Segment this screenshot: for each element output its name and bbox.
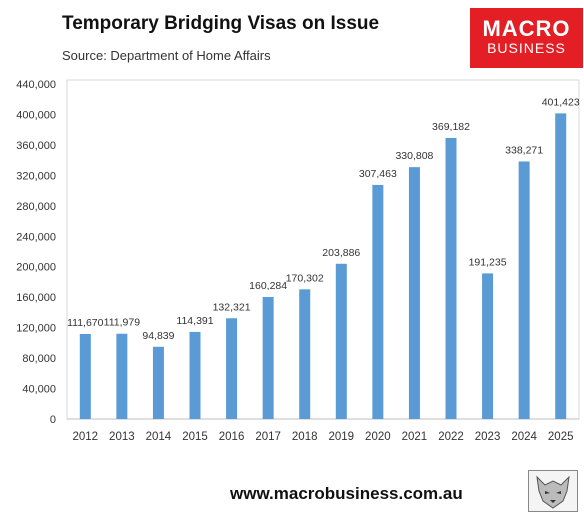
- wolf-head-icon: [528, 470, 578, 512]
- bar-2020: [372, 184, 384, 419]
- logo-line-business: BUSINESS: [487, 40, 566, 56]
- x-tick-label-2025: 2025: [548, 431, 574, 443]
- x-tick-label-2024: 2024: [511, 431, 537, 443]
- website-url[interactable]: www.macrobusiness.com.au: [230, 484, 463, 503]
- bar-2021: [408, 167, 420, 419]
- x-tick-label-2014: 2014: [146, 431, 172, 443]
- bar-2019: [335, 263, 347, 419]
- y-tick-label: 80,000: [22, 353, 56, 365]
- x-tick-label-2013: 2013: [109, 431, 135, 443]
- bar-2022: [445, 137, 457, 419]
- y-tick-label: 40,000: [22, 384, 56, 396]
- bar-chart: 0 40,000 80,000 120,000 160,000 200,000 240,00…: [16, 79, 580, 443]
- data-label-2013: 111,979: [104, 317, 141, 329]
- data-label-2025: 401,423: [542, 96, 580, 108]
- chart-title: Temporary Bridging Visas on Issue: [62, 13, 380, 34]
- chart-source: Source: Department of Home Affairs: [62, 48, 271, 63]
- bar-2013: [116, 333, 128, 419]
- x-tick-label-2012: 2012: [72, 431, 98, 443]
- x-tick-label-2019: 2019: [328, 431, 354, 443]
- data-label-2014: 94,839: [142, 330, 174, 342]
- data-label-2023: 191,235: [469, 256, 507, 268]
- x-tick-label-2023: 2023: [475, 431, 501, 443]
- x-tick-label-2017: 2017: [255, 431, 281, 443]
- x-tick-label-2015: 2015: [182, 431, 208, 443]
- bar-2023: [482, 273, 494, 419]
- y-tick-label: 400,000: [16, 109, 56, 121]
- bar-2018: [299, 289, 311, 419]
- y-tick-label: 120,000: [16, 323, 56, 335]
- y-tick-label: 160,000: [16, 292, 56, 304]
- bar-2016: [226, 318, 238, 419]
- bar-2015: [189, 331, 201, 419]
- y-tick-label: 360,000: [16, 140, 56, 152]
- data-label-2021: 330,808: [395, 150, 433, 162]
- bar-2025: [555, 113, 567, 419]
- y-tick-label: 320,000: [16, 170, 56, 182]
- data-label-2015: 114,391: [176, 315, 213, 327]
- x-tick-label-2021: 2021: [402, 431, 428, 443]
- y-tick-label: 440,000: [16, 79, 56, 91]
- x-tick-label-2016: 2016: [219, 431, 245, 443]
- data-label-2017: 160,284: [249, 280, 287, 292]
- bar-2024: [518, 161, 530, 419]
- data-label-2016: 132,321: [213, 301, 251, 313]
- data-label-2012: 111,670: [67, 317, 104, 329]
- logo-line-macro: MACRO: [482, 16, 571, 41]
- x-tick-label-2018: 2018: [292, 431, 318, 443]
- macrobusiness-logo[interactable]: MACRO BUSINESS: [470, 8, 583, 68]
- bar-2017: [262, 296, 274, 419]
- data-label-2020: 307,463: [359, 168, 397, 180]
- y-tick-label: 240,000: [16, 231, 56, 243]
- y-tick-label: 200,000: [16, 262, 56, 274]
- bar-2014: [152, 346, 164, 419]
- y-tick-label: 280,000: [16, 201, 56, 213]
- y-tick-label: 0: [50, 414, 56, 426]
- x-tick-label-2022: 2022: [438, 431, 464, 443]
- data-label-2018: 170,302: [286, 272, 324, 284]
- bar-2012: [79, 333, 91, 419]
- x-tick-label-2020: 2020: [365, 431, 391, 443]
- data-label-2022: 369,182: [432, 121, 470, 133]
- data-label-2019: 203,886: [322, 247, 360, 259]
- data-label-2024: 338,271: [505, 144, 543, 156]
